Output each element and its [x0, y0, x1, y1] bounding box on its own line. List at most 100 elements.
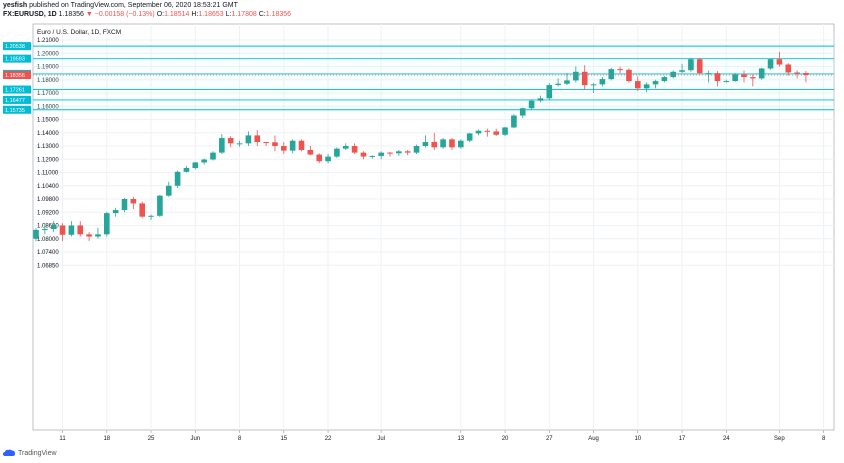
candle-down[interactable] [449, 139, 455, 148]
candle-down[interactable] [484, 130, 491, 132]
candle-up[interactable] [555, 83, 561, 86]
candle-up[interactable] [413, 146, 420, 153]
candle-down[interactable] [130, 199, 137, 204]
candle-up[interactable] [174, 171, 181, 186]
candle-up[interactable] [537, 98, 544, 101]
candle-up[interactable] [33, 229, 39, 239]
candle-up[interactable] [396, 151, 402, 154]
candle-up[interactable] [511, 115, 517, 128]
candle-up[interactable] [643, 84, 650, 89]
candle-down[interactable] [776, 59, 783, 65]
candle-up[interactable] [652, 81, 659, 85]
candle-up[interactable] [590, 84, 597, 86]
candle-up[interactable] [369, 155, 376, 157]
candle-down[interactable] [714, 73, 721, 82]
candle-up[interactable] [422, 142, 429, 146]
candle-up[interactable] [758, 68, 765, 79]
candle-down[interactable] [272, 142, 278, 146]
candle-up[interactable] [95, 234, 101, 237]
candle-up[interactable] [236, 143, 243, 145]
candle-up[interactable] [112, 210, 119, 214]
candle-up[interactable] [670, 71, 676, 78]
candle-down[interactable] [581, 71, 588, 86]
candle-down[interactable] [254, 135, 261, 143]
candle-up[interactable] [767, 59, 774, 69]
candle-down[interactable] [696, 59, 703, 74]
author-name[interactable]: yesfish [3, 2, 28, 9]
candle-up[interactable] [458, 140, 464, 148]
level-tag[interactable] [3, 54, 31, 63]
candle-up[interactable] [50, 225, 57, 230]
candle-down[interactable] [263, 142, 269, 144]
candle-up[interactable] [599, 79, 606, 85]
candle-up[interactable] [679, 70, 685, 72]
candle-down[interactable] [227, 138, 234, 144]
candle-down[interactable] [316, 154, 322, 162]
candle-up[interactable] [148, 215, 154, 217]
candle-up[interactable] [573, 71, 579, 81]
candle-up[interactable] [201, 159, 207, 163]
candle-down[interactable] [59, 225, 66, 235]
candle-down[interactable] [86, 234, 92, 237]
candle-down[interactable] [785, 64, 792, 73]
candle-up[interactable] [342, 146, 349, 149]
candle-down[interactable] [750, 77, 756, 79]
candle-up[interactable] [192, 162, 199, 168]
level-tag[interactable] [3, 85, 31, 94]
candle-down[interactable] [360, 152, 367, 157]
candle-down[interactable] [794, 72, 800, 74]
candle-up[interactable] [705, 73, 712, 75]
candle-up[interactable] [245, 135, 252, 144]
candle-up[interactable] [466, 133, 473, 141]
level-tag[interactable] [3, 95, 31, 104]
candle-up[interactable] [121, 199, 128, 211]
candle-up[interactable] [608, 69, 615, 80]
candle-up[interactable] [661, 77, 668, 82]
candle-down[interactable] [307, 149, 314, 155]
candle-up[interactable] [688, 59, 694, 71]
candle-up[interactable] [475, 130, 482, 134]
level-tag[interactable] [3, 105, 31, 114]
level-zone [33, 89, 834, 100]
candle-down[interactable] [281, 146, 287, 151]
candle-down[interactable] [741, 74, 747, 78]
candle-up[interactable] [732, 74, 738, 82]
candle-up[interactable] [68, 225, 75, 235]
candle-up[interactable] [289, 140, 296, 151]
candle-up[interactable] [42, 229, 48, 231]
tradingview-logo[interactable]: TradingView [3, 449, 57, 457]
candle-up[interactable] [325, 156, 331, 162]
candle-up[interactable] [210, 152, 216, 160]
candle-up[interactable] [519, 108, 526, 116]
candle-up[interactable] [528, 100, 535, 109]
candle-up[interactable] [546, 85, 553, 99]
candle-up[interactable] [502, 127, 508, 135]
candle-down[interactable] [351, 146, 358, 153]
candle-down[interactable] [77, 225, 84, 235]
candle-up[interactable] [104, 213, 110, 235]
candle-down[interactable] [617, 69, 623, 71]
candle-up[interactable] [183, 167, 190, 172]
level-tag-label: 1.16477 [5, 98, 25, 104]
candle-down[interactable] [431, 142, 438, 148]
candle-up[interactable] [378, 152, 384, 156]
candle-down[interactable] [404, 151, 411, 153]
candle-down[interactable] [803, 72, 809, 75]
current-price-tag[interactable] [3, 71, 31, 80]
plot-area[interactable] [32, 23, 835, 431]
candle-down[interactable] [298, 140, 305, 150]
candle-up[interactable] [219, 138, 225, 153]
candle-up[interactable] [564, 80, 570, 84]
candle-up[interactable] [723, 81, 730, 83]
candle-down[interactable] [626, 69, 632, 82]
candle-down[interactable] [387, 152, 393, 154]
candle-up[interactable] [157, 195, 163, 216]
candle-up[interactable] [334, 148, 340, 157]
candle-down[interactable] [493, 131, 499, 135]
candle-up[interactable] [165, 185, 172, 196]
level-tag[interactable] [3, 42, 31, 51]
candle-down[interactable] [635, 81, 641, 89]
candle-up[interactable] [440, 139, 446, 148]
candle-down[interactable] [139, 203, 145, 217]
